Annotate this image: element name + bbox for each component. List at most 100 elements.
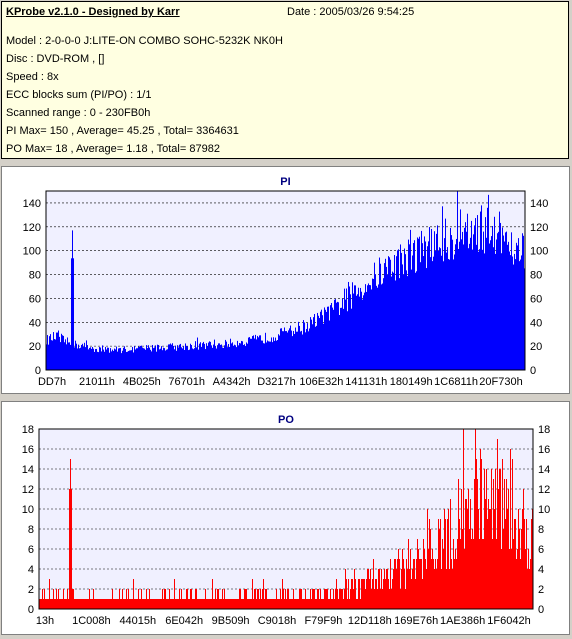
data-bar: [475, 429, 476, 609]
data-bar: [134, 346, 135, 370]
data-bar: [422, 243, 423, 370]
data-bar: [269, 341, 270, 370]
data-bar: [105, 599, 106, 609]
data-bar: [306, 328, 307, 370]
data-bar: [436, 569, 437, 609]
data-bar: [227, 347, 228, 370]
data-bar: [477, 479, 478, 609]
data-bar: [424, 549, 425, 609]
y-tick-label-right: 20: [530, 341, 542, 353]
x-tick-label: 106E32h: [299, 376, 343, 388]
data-bar: [151, 351, 152, 370]
data-bar: [527, 569, 528, 609]
y-tick-label-left: 16: [22, 444, 34, 456]
data-bar: [290, 325, 291, 370]
data-bar: [130, 350, 131, 370]
data-bar: [514, 519, 515, 609]
data-bar: [145, 349, 146, 370]
data-bar: [102, 345, 103, 370]
data-bar: [244, 344, 245, 370]
data-bar: [416, 559, 417, 609]
data-bar: [248, 599, 249, 609]
data-bar: [309, 599, 310, 609]
data-bar: [511, 549, 512, 609]
data-bar: [389, 257, 390, 370]
data-bar: [250, 338, 251, 370]
data-bar: [311, 319, 312, 370]
y-tick-label-left: 18: [22, 424, 34, 436]
data-bar: [257, 589, 258, 609]
data-bar: [213, 344, 214, 370]
data-bar: [472, 249, 473, 370]
data-bar: [252, 336, 253, 370]
data-bar: [249, 337, 250, 370]
data-bar: [47, 335, 48, 370]
data-bar: [300, 331, 301, 370]
data-bar: [111, 351, 112, 370]
data-bar: [335, 589, 336, 609]
data-bar: [270, 599, 271, 609]
data-bar: [456, 238, 457, 370]
data-bar: [178, 347, 179, 370]
data-bar: [292, 336, 293, 370]
data-bar: [118, 348, 119, 370]
data-bar: [333, 309, 334, 370]
data-bar: [401, 569, 402, 609]
data-bar: [250, 599, 251, 609]
data-bar: [81, 599, 82, 609]
data-bar: [268, 341, 269, 370]
data-bar: [433, 559, 434, 609]
data-bar: [396, 256, 397, 370]
data-bar: [235, 599, 236, 609]
data-bar: [209, 599, 210, 609]
data-bar: [378, 569, 379, 609]
y-tick-label-right: 120: [530, 222, 548, 234]
data-bar: [433, 256, 434, 370]
data-bar: [494, 509, 495, 609]
data-bar: [501, 549, 502, 609]
data-bar: [392, 579, 393, 609]
pi-chart-panel: 0 0 20 20 40 40 60 60 80 80 100 100 120 120 140 140 DD7h…: [1, 166, 570, 394]
data-bar: [64, 342, 65, 370]
data-bar: [231, 343, 232, 370]
data-bar: [338, 599, 339, 609]
data-bar: [160, 348, 161, 370]
data-bar: [258, 589, 259, 609]
data-bar: [441, 255, 442, 370]
data-bar: [415, 579, 416, 609]
data-bar: [69, 342, 70, 370]
data-bar: [131, 599, 132, 609]
plot-frame: [38, 428, 534, 610]
data-bar: [69, 489, 70, 609]
data-bar: [381, 284, 382, 370]
data-bar: [268, 599, 269, 609]
x-tick-label: 44015h: [119, 615, 156, 627]
data-bar: [208, 599, 209, 609]
data-bar: [273, 599, 274, 609]
data-bar: [277, 340, 278, 370]
po-stats-line: PO Max= 18 , Average= 1.18 , Total= 8798…: [6, 143, 220, 155]
data-bar: [223, 599, 224, 609]
data-bar: [410, 549, 411, 609]
data-bar: [240, 343, 241, 370]
data-bar: [74, 599, 75, 609]
data-bar: [439, 529, 440, 609]
data-bar: [443, 549, 444, 609]
data-bar: [86, 340, 87, 370]
data-bar: [264, 599, 265, 609]
data-bar: [339, 589, 340, 609]
data-bar: [369, 579, 370, 609]
data-bar: [342, 298, 343, 370]
data-bar: [480, 449, 481, 609]
x-tick-label: 141131h: [345, 376, 387, 388]
data-bar: [413, 559, 414, 609]
data-bar: [429, 519, 430, 609]
data-bar: [329, 320, 330, 370]
data-bar: [225, 599, 226, 609]
data-bar: [302, 334, 303, 370]
data-bar: [207, 599, 208, 609]
data-bar: [112, 589, 113, 609]
data-bar: [297, 599, 298, 609]
data-bar: [385, 258, 386, 370]
data-bar: [276, 340, 277, 370]
